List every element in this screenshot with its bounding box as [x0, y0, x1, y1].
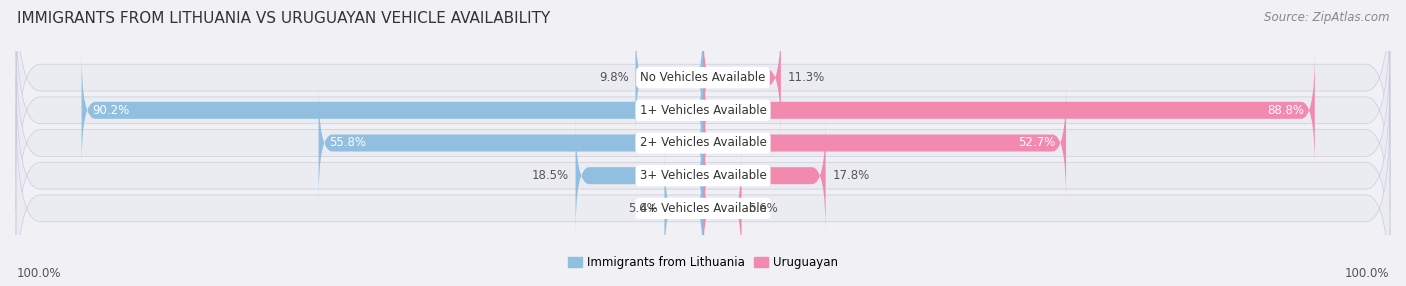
Text: 2+ Vehicles Available: 2+ Vehicles Available: [640, 136, 766, 150]
Text: 88.8%: 88.8%: [1267, 104, 1305, 117]
FancyBboxPatch shape: [15, 107, 1391, 286]
Text: No Vehicles Available: No Vehicles Available: [640, 71, 766, 84]
FancyBboxPatch shape: [636, 21, 703, 134]
FancyBboxPatch shape: [703, 21, 780, 134]
Text: 5.6%: 5.6%: [628, 202, 658, 215]
Text: 100.0%: 100.0%: [1344, 267, 1389, 280]
FancyBboxPatch shape: [319, 86, 703, 200]
FancyBboxPatch shape: [575, 119, 703, 233]
Text: 9.8%: 9.8%: [599, 71, 628, 84]
Text: 17.8%: 17.8%: [832, 169, 870, 182]
Text: 18.5%: 18.5%: [531, 169, 568, 182]
FancyBboxPatch shape: [665, 152, 703, 265]
FancyBboxPatch shape: [15, 75, 1391, 277]
Text: 52.7%: 52.7%: [1018, 136, 1056, 150]
Text: 3+ Vehicles Available: 3+ Vehicles Available: [640, 169, 766, 182]
Text: Source: ZipAtlas.com: Source: ZipAtlas.com: [1264, 11, 1389, 24]
Text: 90.2%: 90.2%: [91, 104, 129, 117]
FancyBboxPatch shape: [703, 119, 825, 233]
Text: 4+ Vehicles Available: 4+ Vehicles Available: [640, 202, 766, 215]
Text: 55.8%: 55.8%: [329, 136, 366, 150]
FancyBboxPatch shape: [703, 53, 1315, 167]
Text: 1+ Vehicles Available: 1+ Vehicles Available: [640, 104, 766, 117]
Text: IMMIGRANTS FROM LITHUANIA VS URUGUAYAN VEHICLE AVAILABILITY: IMMIGRANTS FROM LITHUANIA VS URUGUAYAN V…: [17, 11, 550, 26]
Legend: Immigrants from Lithuania, Uruguayan: Immigrants from Lithuania, Uruguayan: [568, 256, 838, 269]
FancyBboxPatch shape: [15, 0, 1391, 179]
Text: 5.6%: 5.6%: [748, 202, 778, 215]
FancyBboxPatch shape: [703, 86, 1066, 200]
FancyBboxPatch shape: [15, 42, 1391, 244]
Text: 11.3%: 11.3%: [787, 71, 825, 84]
FancyBboxPatch shape: [703, 152, 741, 265]
FancyBboxPatch shape: [82, 53, 703, 167]
Text: 100.0%: 100.0%: [17, 267, 62, 280]
FancyBboxPatch shape: [15, 9, 1391, 211]
